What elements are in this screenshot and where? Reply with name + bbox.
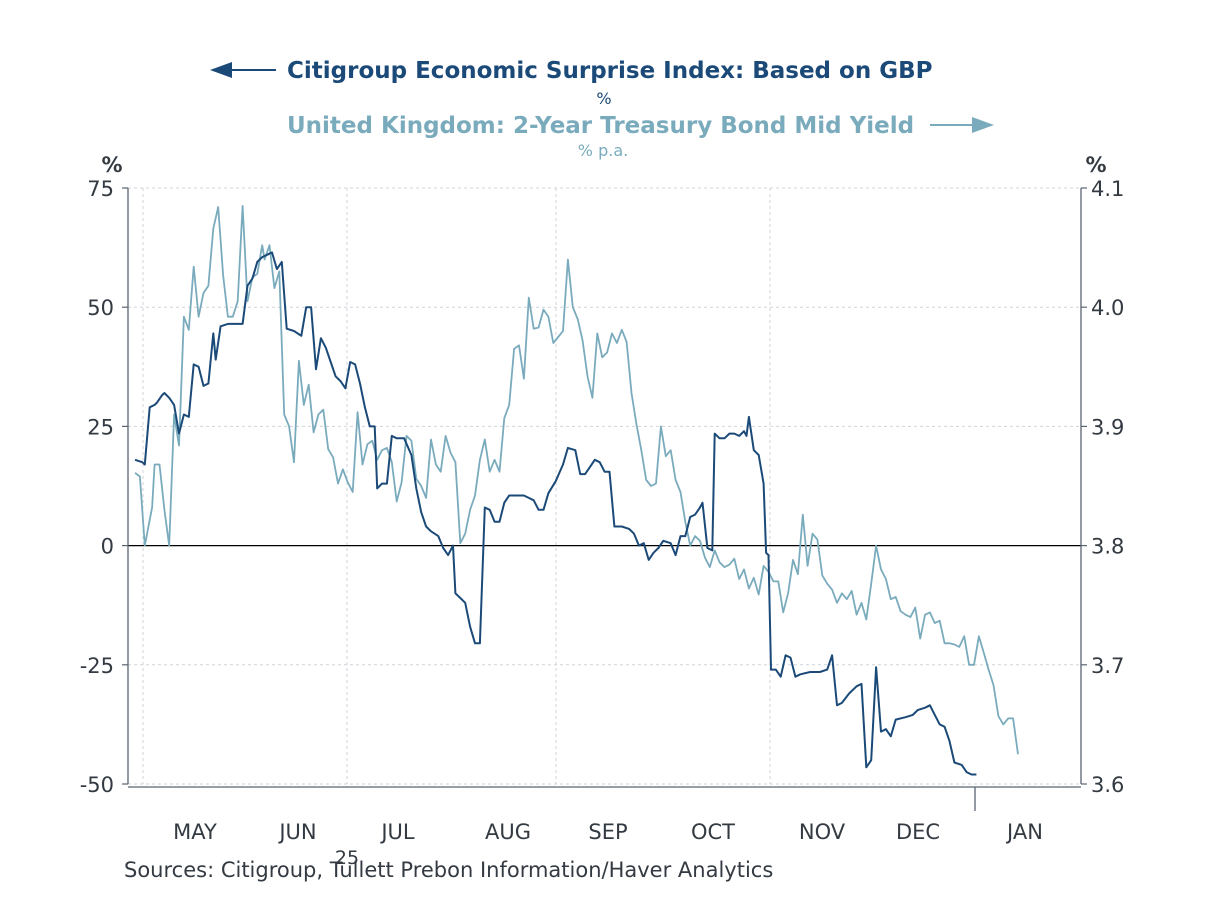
yield-line [134,205,1019,755]
series-layer [134,205,1019,776]
left-tick-label: 50 [87,296,114,320]
left-tick-label: 75 [87,177,114,201]
series-2y-yield [134,205,1019,755]
left-tick-label: 0 [101,535,114,559]
month-label-dec: DEC [896,820,940,844]
left-axis-label: % [101,153,122,177]
gridlines [128,187,1081,785]
axes [127,188,1082,811]
legend-right-series-unit: % p.a. [578,141,628,160]
left-tick-label: -25 [80,654,114,678]
right-arrow-icon [930,117,994,133]
legend-left-series-unit: % [596,89,611,108]
month-label-jul: JUL [379,820,415,844]
right-tick-label: 3.7 [1091,654,1124,678]
right-tick-label: 4.1 [1091,177,1124,201]
right-tick-label: 3.8 [1091,535,1124,559]
source-note: Sources: Citigroup, Tullett Prebon Infor… [124,858,773,882]
right-axis-label: % [1085,153,1106,177]
year-label: 25 [335,847,359,869]
month-label-sep: SEP [588,820,627,844]
month-label-may: MAY [173,820,217,844]
right-tick-label: 3.6 [1091,773,1124,797]
left-axis-ticks: 75 50 25 0 -25 -50 [80,177,128,797]
left-arrow-icon [210,62,276,78]
month-label-oct: OCT [691,820,735,844]
right-tick-label: 4.0 [1091,296,1124,320]
month-label-jun: JUN [277,820,316,844]
month-label-nov: NOV [799,820,846,844]
month-label-jan: JAN [1005,820,1043,844]
left-tick-label: 25 [87,415,114,439]
x-axis-month-labels: MAY JUN JUL AUG SEP OCT NOV DEC JAN [173,820,1043,844]
legend-left-series-title: Citigroup Economic Surprise Index: Based… [287,58,932,84]
surprise-index-line [134,251,977,776]
right-axis-ticks: 4.1 4.0 3.9 3.8 3.7 3.6 [1081,177,1124,797]
right-tick-label: 3.9 [1091,415,1124,439]
left-tick-label: -50 [80,773,114,797]
legend-right-series-title: United Kingdom: 2-Year Treasury Bond Mid… [287,113,914,139]
series-surprise-index [134,251,977,776]
month-label-aug: AUG [485,820,531,844]
legend: Citigroup Economic Surprise Index: Based… [210,58,994,160]
